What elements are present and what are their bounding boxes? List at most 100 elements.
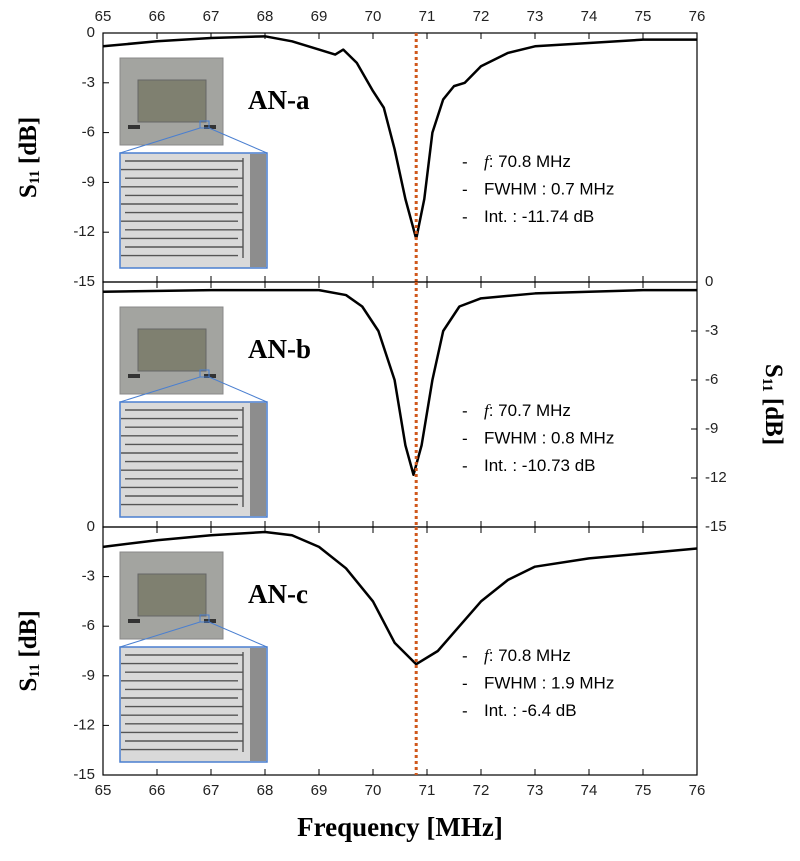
annotation-text: : 70.8 MHz	[489, 646, 571, 665]
curve	[102, 530, 698, 666]
inset	[119, 551, 268, 763]
curve	[102, 288, 697, 476]
label-unit: [dB]	[15, 610, 42, 657]
label-sub: 11	[27, 664, 43, 678]
label-unit: [dB]	[15, 117, 42, 164]
annotation-text: FWHM : 1.9 MHz	[484, 674, 614, 693]
y-tick-label: -9	[82, 667, 95, 684]
x-tick-label: 72	[473, 782, 490, 799]
y-tick-label: -12	[705, 469, 727, 486]
x-axis-label: Frequency [MHz]	[297, 812, 503, 842]
label-main: S	[15, 678, 42, 692]
x-tick-label: 66	[149, 782, 166, 799]
annotation: Int. : -10.73 dB	[484, 456, 596, 475]
annotation-text: Int. : -11.74 dB	[484, 207, 594, 226]
y-tick-label: 0	[87, 24, 95, 41]
x-tick-label: 71	[419, 8, 436, 25]
y-tick-label: -15	[73, 273, 95, 290]
y-tick-label: -15	[705, 518, 727, 535]
label-main: S	[760, 364, 787, 378]
x-tick-label: 74	[581, 8, 598, 25]
inset-box	[199, 614, 210, 623]
label-main: S	[15, 184, 42, 198]
inset-pad	[137, 79, 207, 123]
y-tick-label: -6	[705, 371, 718, 388]
x-tick-label: 76	[689, 8, 706, 25]
inset-pad	[137, 573, 207, 617]
x-tick-label: 66	[149, 8, 166, 25]
annotation-text: Int. : -10.73 dB	[484, 456, 596, 475]
annotation-text: : 70.8 MHz	[489, 152, 571, 171]
x-tick-label: 73	[527, 782, 544, 799]
annotation-bullet: -	[462, 701, 468, 720]
inset-guide	[208, 127, 268, 154]
x-tick-label: 71	[419, 782, 436, 799]
inset-lead	[204, 374, 216, 378]
inset-lead	[204, 619, 216, 623]
annotation-text: FWHM : 0.7 MHz	[484, 180, 614, 199]
inset-lead	[204, 125, 216, 129]
annotation: FWHM : 0.8 MHz	[484, 429, 614, 448]
annotation-bullet: -	[462, 646, 468, 665]
y-tick-label: -6	[82, 617, 95, 634]
y-tick-label: -3	[82, 568, 95, 585]
annotation-bullet: -	[462, 429, 468, 448]
x-tick-label: 68	[257, 782, 274, 799]
annotation-bullet: -	[462, 456, 468, 475]
y-tick-label: -12	[73, 223, 95, 240]
x-tick-label: 69	[311, 8, 328, 25]
annotation-bullet: -	[462, 180, 468, 199]
inset-box	[199, 369, 210, 378]
inset-lead	[128, 619, 140, 623]
inset	[119, 306, 268, 518]
inset	[119, 57, 268, 269]
x-tick-label: 76	[689, 782, 706, 799]
label-sub: 11	[27, 170, 43, 184]
y-tick-label: 0	[87, 518, 95, 535]
y-tick-label: -12	[73, 716, 95, 733]
annotation-symbol: f	[484, 401, 491, 420]
x-tick-label: 70	[365, 782, 382, 799]
y-tick-label: -9	[705, 420, 718, 437]
annotation-text: : 70.7 MHz	[489, 401, 571, 420]
x-tick-label: 73	[527, 8, 544, 25]
y-tick-label: -3	[82, 74, 95, 91]
annotation-bullet: -	[462, 674, 468, 693]
label-unit: [dB]	[760, 398, 787, 445]
inset-guide	[119, 621, 201, 648]
y-tick-label: -9	[82, 173, 95, 190]
inset-box	[199, 120, 210, 129]
annotation: FWHM : 1.9 MHz	[484, 674, 614, 693]
inset-guide	[208, 376, 268, 403]
inset-guide	[119, 127, 201, 154]
x-tick-label: 68	[257, 8, 274, 25]
inset-guide	[208, 621, 268, 648]
annotation: f: 70.7 MHz	[484, 401, 571, 421]
annotation-bullet: -	[462, 207, 468, 226]
inset-zoom-edge	[250, 648, 266, 761]
y-tick-label: -15	[73, 766, 95, 783]
x-tick-label: 75	[635, 782, 652, 799]
annotation-bullet: -	[462, 152, 468, 171]
annotation: Int. : -11.74 dB	[484, 207, 594, 226]
annotation: f: 70.8 MHz	[484, 152, 571, 172]
annotation-symbol: f	[484, 646, 491, 665]
plot-frame	[102, 526, 698, 776]
curve	[102, 35, 697, 241]
x-tick-label: 69	[311, 782, 328, 799]
x-tick-label: 70	[365, 8, 382, 25]
x-tick-label: 75	[635, 8, 652, 25]
inset-zoom-edge	[250, 154, 266, 267]
label-sub: 11	[759, 378, 775, 392]
inset-zoom-edge	[250, 403, 266, 516]
inset-pad	[137, 328, 207, 372]
annotation-text: Int. : -6.4 dB	[484, 701, 577, 720]
y-tick-label: -3	[705, 322, 718, 339]
y2-axis-label: S11 [dB]	[759, 364, 788, 445]
x-tick-label: 72	[473, 8, 490, 25]
annotation-bullet: -	[462, 401, 468, 420]
annotation: Int. : -6.4 dB	[484, 701, 577, 720]
annotation: f: 70.8 MHz	[484, 646, 571, 666]
sample-label: AN-a	[248, 85, 310, 115]
